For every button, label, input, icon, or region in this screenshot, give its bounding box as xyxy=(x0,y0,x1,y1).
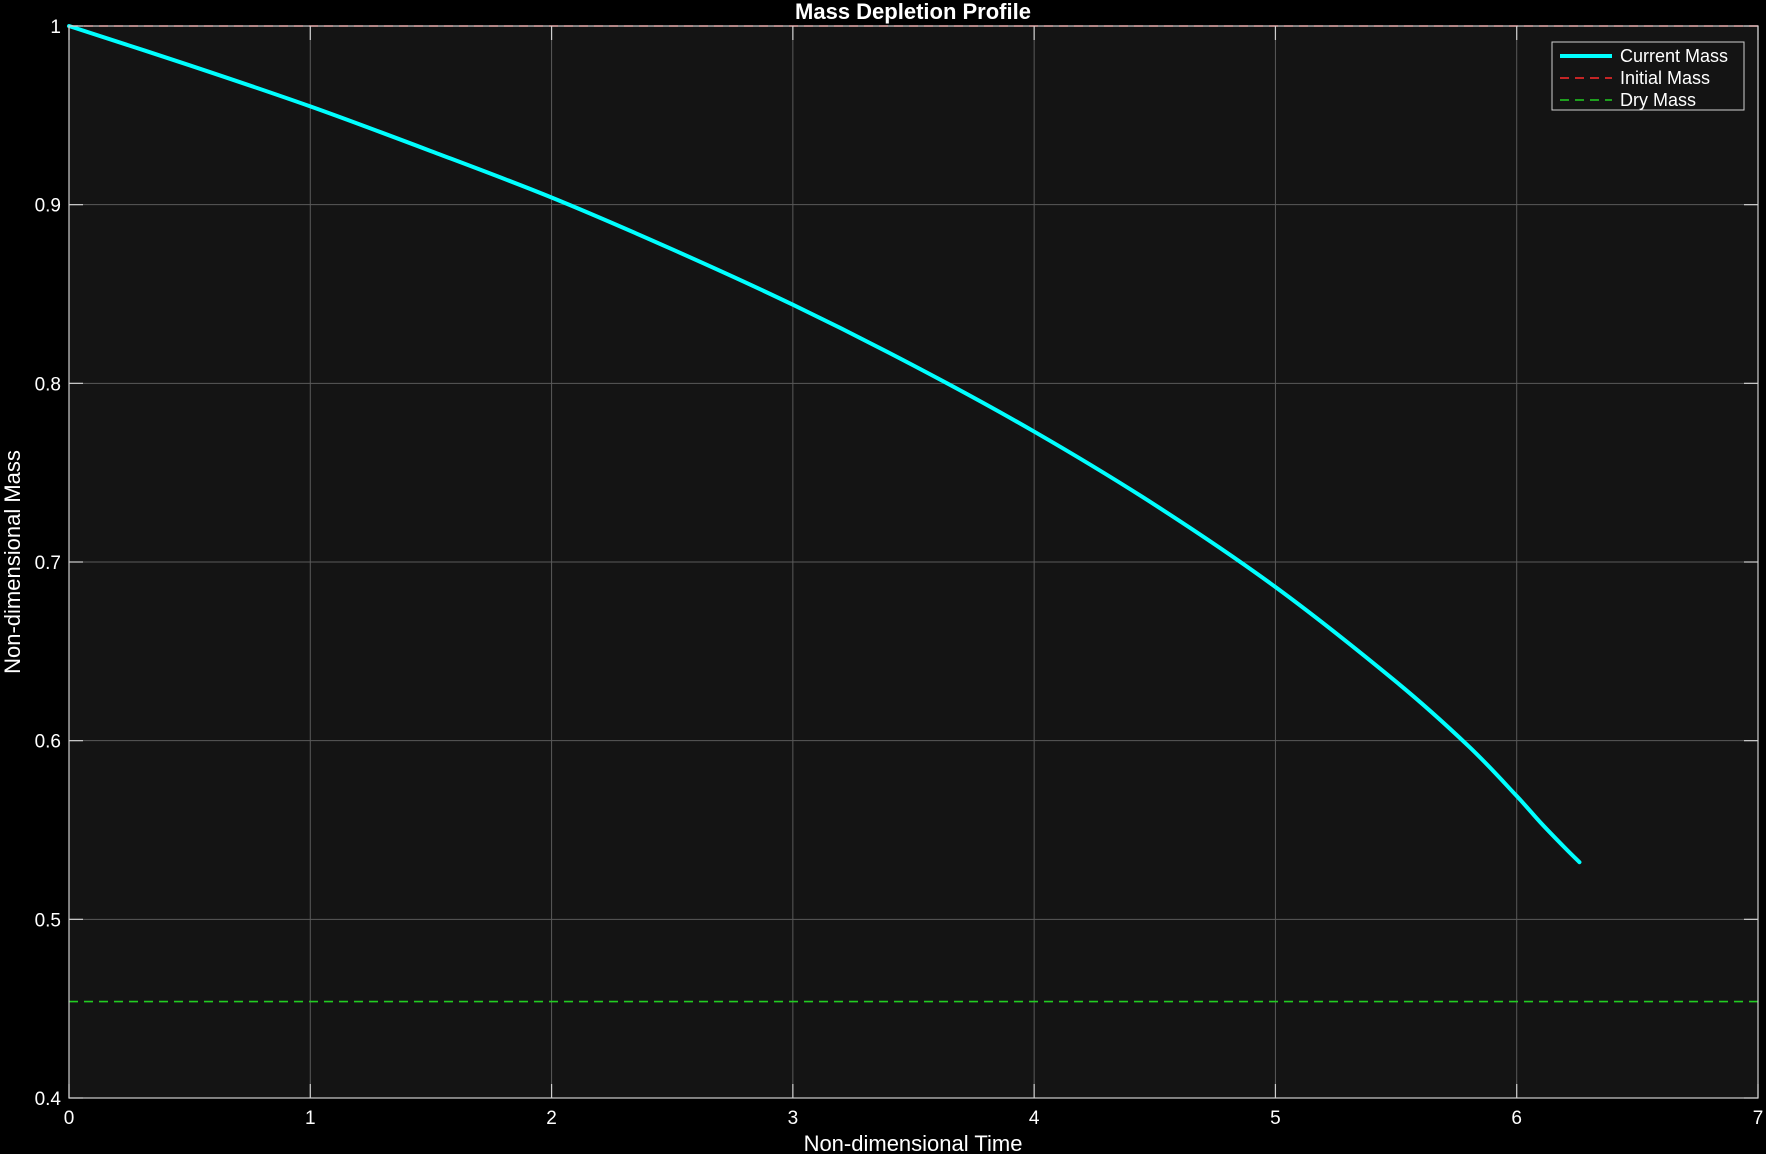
current-mass-line xyxy=(67,24,1582,865)
y-tick-label: 0.7 xyxy=(35,553,61,574)
legend-label-dry-mass: Dry Mass xyxy=(1620,90,1696,110)
y-tick-label: 0.4 xyxy=(35,1089,62,1110)
x-tick-label: 1 xyxy=(305,1108,316,1129)
chart-title: Mass Depletion Profile xyxy=(795,0,1031,24)
y-tick-label: 0.8 xyxy=(35,374,61,395)
grid-lines xyxy=(69,26,1758,1098)
x-tick-label: 2 xyxy=(546,1108,557,1129)
x-tick-label: 5 xyxy=(1270,1108,1281,1129)
y-tick-label: 0.9 xyxy=(35,196,61,217)
y-tick-label: 0.6 xyxy=(35,732,61,753)
x-tick-label: 0 xyxy=(64,1108,75,1129)
y-tick-label: 0.5 xyxy=(35,910,61,931)
legend-label-initial-mass: Initial Mass xyxy=(1620,68,1710,88)
y-axis-label: Non-dimensional Mass xyxy=(0,450,25,674)
legend-label-current-mass: Current Mass xyxy=(1620,46,1728,66)
x-tick-label: 7 xyxy=(1753,1108,1764,1129)
x-tick-label: 6 xyxy=(1511,1108,1522,1129)
x-tick-label: 3 xyxy=(788,1108,799,1129)
axis-ticks: 0 1 2 3 4 5 6 7 0.4 0.5 0.6 0.7 0.8 0.9 1 xyxy=(35,17,1764,1129)
legend-box xyxy=(1551,41,1745,111)
x-axis-label: Non-dimensional Time xyxy=(804,1131,1023,1154)
y-tick-label: 1 xyxy=(50,17,61,38)
x-tick-label: 4 xyxy=(1029,1108,1040,1129)
